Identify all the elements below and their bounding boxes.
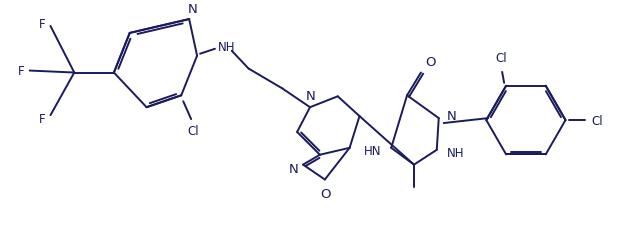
Text: Cl: Cl xyxy=(591,114,603,127)
Text: Cl: Cl xyxy=(495,52,507,65)
Text: Cl: Cl xyxy=(188,125,199,137)
Text: NH: NH xyxy=(447,147,464,160)
Text: F: F xyxy=(17,65,24,78)
Text: NH: NH xyxy=(218,41,235,54)
Text: N: N xyxy=(447,109,456,122)
Text: N: N xyxy=(288,162,298,175)
Text: F: F xyxy=(39,17,46,30)
Text: N: N xyxy=(306,90,316,103)
Text: O: O xyxy=(425,55,435,68)
Text: O: O xyxy=(321,188,331,201)
Text: F: F xyxy=(39,112,46,125)
Text: N: N xyxy=(188,3,197,16)
Text: HN: HN xyxy=(364,145,381,158)
